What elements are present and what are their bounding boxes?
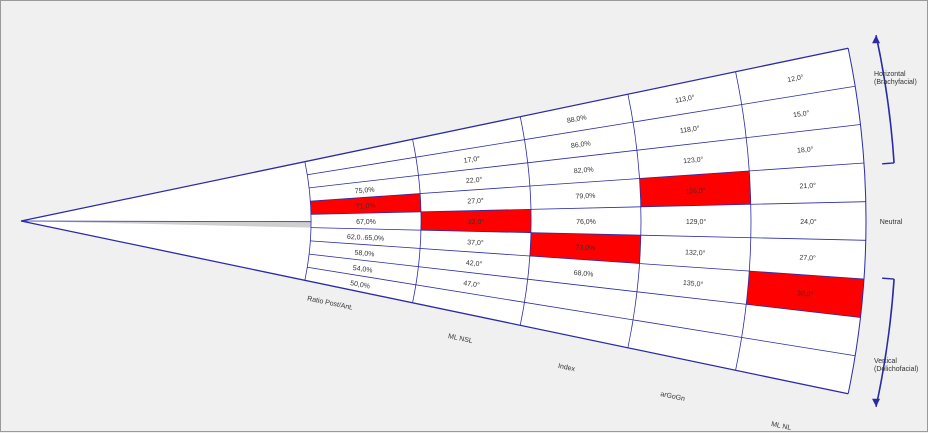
cell-value: 12,0° <box>787 73 805 84</box>
wedge-edge <box>20 47 849 222</box>
row-divider <box>310 162 865 202</box>
column-arc <box>412 139 422 303</box>
cell-value: 75,0% <box>354 187 374 196</box>
cell-value: 30,0° <box>797 289 814 298</box>
column-arc <box>847 48 867 394</box>
highlight-cell <box>310 193 421 215</box>
cell-value: 135,0° <box>683 279 704 289</box>
column-name: Index <box>557 363 576 373</box>
cell-value: 86,0% <box>571 140 592 150</box>
row-divider <box>310 227 866 241</box>
cell-value: 123,0° <box>683 155 704 165</box>
cell-value: 71,0% <box>356 203 376 211</box>
highlight-cell <box>529 232 641 264</box>
cell-value: 62,0..65,0% <box>347 234 385 243</box>
column-name: ML NSL <box>447 333 473 345</box>
cell-value: 15,0° <box>793 109 811 119</box>
row-divider <box>307 266 856 357</box>
cell-value: 50,0% <box>350 280 371 290</box>
cell-value: 73,0% <box>575 244 595 252</box>
cell-value: 54,0% <box>352 265 373 275</box>
cell-value: 126,0° <box>685 187 706 196</box>
row-divider <box>309 124 861 189</box>
column-arc <box>304 161 312 281</box>
column-name: ML NL <box>770 421 791 432</box>
cell-value: 18,0° <box>797 145 814 154</box>
highlight-cell <box>420 209 531 233</box>
column-arc <box>627 94 642 348</box>
cell-value: 129,0° <box>686 218 707 226</box>
cell-value: 24,0° <box>800 218 817 226</box>
cell-value: 76,0% <box>576 219 596 226</box>
cell-value: 17,0° <box>463 155 481 165</box>
row-divider <box>309 253 861 318</box>
cell-value: 21,0° <box>799 182 816 191</box>
highlight-cell <box>746 271 865 318</box>
cell-value: 42,0° <box>465 259 482 268</box>
arrow-up-icon <box>872 35 881 44</box>
zone-label-vertical: Vertical (Dolichofacial) <box>874 358 918 373</box>
cell-value: 27,0° <box>467 197 484 206</box>
cell-value: 88,0% <box>566 114 587 124</box>
highlight-cell <box>639 170 751 207</box>
cell-value: 118,0° <box>679 124 700 135</box>
wedge-edge <box>20 220 849 395</box>
row-divider <box>310 240 865 280</box>
cell-value: 79,0% <box>575 193 595 201</box>
zone-tick <box>882 162 895 165</box>
vertical-bracket <box>875 278 895 407</box>
column-name: arGoGn <box>660 391 686 403</box>
zone-tick <box>882 277 895 280</box>
column-arc <box>735 71 752 371</box>
cell-value: 67,0% <box>356 219 376 226</box>
cell-value: 37,0° <box>467 238 484 247</box>
arrow-down-icon <box>872 398 881 407</box>
cell-value: 47,0° <box>463 279 481 289</box>
column-name: Ratio Post/Ant. <box>306 295 353 311</box>
cell-value: 32,0° <box>468 218 485 226</box>
row-divider <box>307 85 856 176</box>
cell-value: 132,0° <box>685 248 706 257</box>
cell-value: 68,0% <box>573 270 593 279</box>
horizontal-bracket <box>875 35 895 164</box>
cell-value: 113,0° <box>674 93 695 105</box>
column-arc <box>519 116 532 326</box>
row-divider <box>310 201 866 215</box>
cell-value: 58,0% <box>354 250 374 259</box>
zone-label-horizontal: Horizontal (Brachyfacial) <box>874 71 917 86</box>
cell-value: 27,0° <box>799 254 816 263</box>
neutral-line <box>20 220 312 223</box>
cell-value: 82,0% <box>574 166 594 175</box>
neutral-band <box>21 221 311 228</box>
zone-label-neutral: Neutral <box>880 219 903 226</box>
cell-value: 22,0° <box>466 176 483 185</box>
